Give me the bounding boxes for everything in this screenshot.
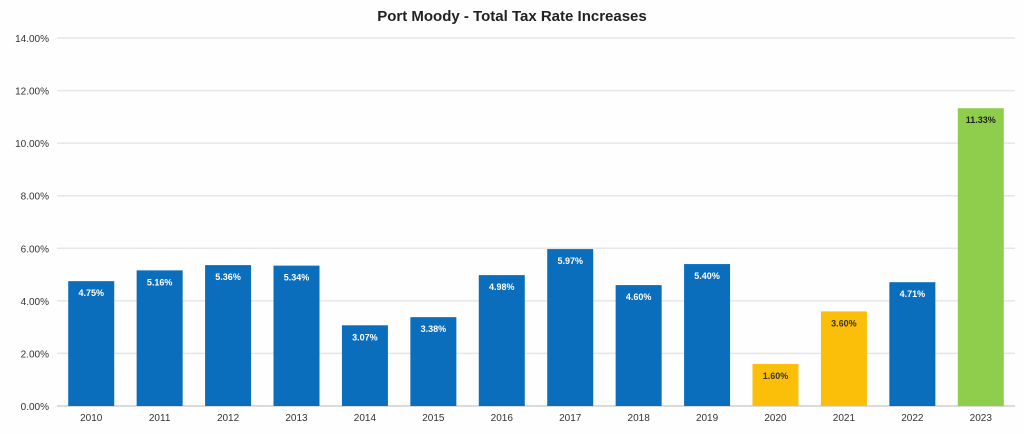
bar xyxy=(205,265,252,406)
bar xyxy=(752,363,799,406)
x-tick-label: 2012 xyxy=(217,413,240,424)
data-label: 5.34% xyxy=(284,273,310,283)
bar xyxy=(273,265,320,406)
data-label: 3.38% xyxy=(421,324,447,334)
bar xyxy=(615,285,662,406)
data-label: 4.75% xyxy=(78,288,104,298)
bar xyxy=(684,264,731,406)
data-label: 5.97% xyxy=(557,256,583,266)
data-label: 3.07% xyxy=(352,332,378,342)
y-tick-label: 14.00% xyxy=(15,34,49,45)
data-label: 5.40% xyxy=(694,271,720,281)
bar xyxy=(547,249,594,406)
bar xyxy=(478,275,525,406)
data-label: 3.60% xyxy=(831,318,857,328)
y-tick-label: 8.00% xyxy=(21,192,49,203)
x-tick-label: 2017 xyxy=(559,413,582,424)
bar xyxy=(889,282,936,406)
x-tick-label: 2022 xyxy=(901,413,924,424)
bar xyxy=(341,325,388,406)
bar xyxy=(68,281,115,406)
data-label: 4.60% xyxy=(626,292,652,302)
y-tick-label: 6.00% xyxy=(21,244,49,255)
x-tick-label: 2018 xyxy=(628,413,651,424)
x-tick-label: 2020 xyxy=(764,413,787,424)
data-label: 5.16% xyxy=(147,277,173,287)
data-label: 4.98% xyxy=(489,282,515,292)
y-tick-label: 4.00% xyxy=(21,297,49,308)
x-tick-label: 2013 xyxy=(285,413,308,424)
bar xyxy=(957,108,1004,406)
x-tick-label: 2021 xyxy=(833,413,856,424)
y-tick-label: 0.00% xyxy=(21,402,49,413)
x-tick-label: 2023 xyxy=(970,413,993,424)
x-tick-label: 2011 xyxy=(149,413,171,424)
bar xyxy=(136,270,183,406)
x-tick-label: 2010 xyxy=(80,413,103,424)
chart-title: Port Moody - Total Tax Rate Increases xyxy=(377,8,647,25)
data-label: 1.60% xyxy=(763,371,789,381)
bar xyxy=(410,317,457,406)
x-tick-label: 2014 xyxy=(354,413,377,424)
y-tick-label: 2.00% xyxy=(21,349,49,360)
data-label: 4.71% xyxy=(900,289,926,299)
x-tick-label: 2016 xyxy=(491,413,514,424)
y-tick-label: 12.00% xyxy=(15,87,49,98)
data-label: 5.36% xyxy=(215,272,241,282)
data-label: 11.33% xyxy=(966,115,996,125)
x-tick-label: 2019 xyxy=(696,413,719,424)
bar xyxy=(820,311,867,406)
y-tick-label: 10.00% xyxy=(15,139,49,150)
x-tick-label: 2015 xyxy=(422,413,445,424)
